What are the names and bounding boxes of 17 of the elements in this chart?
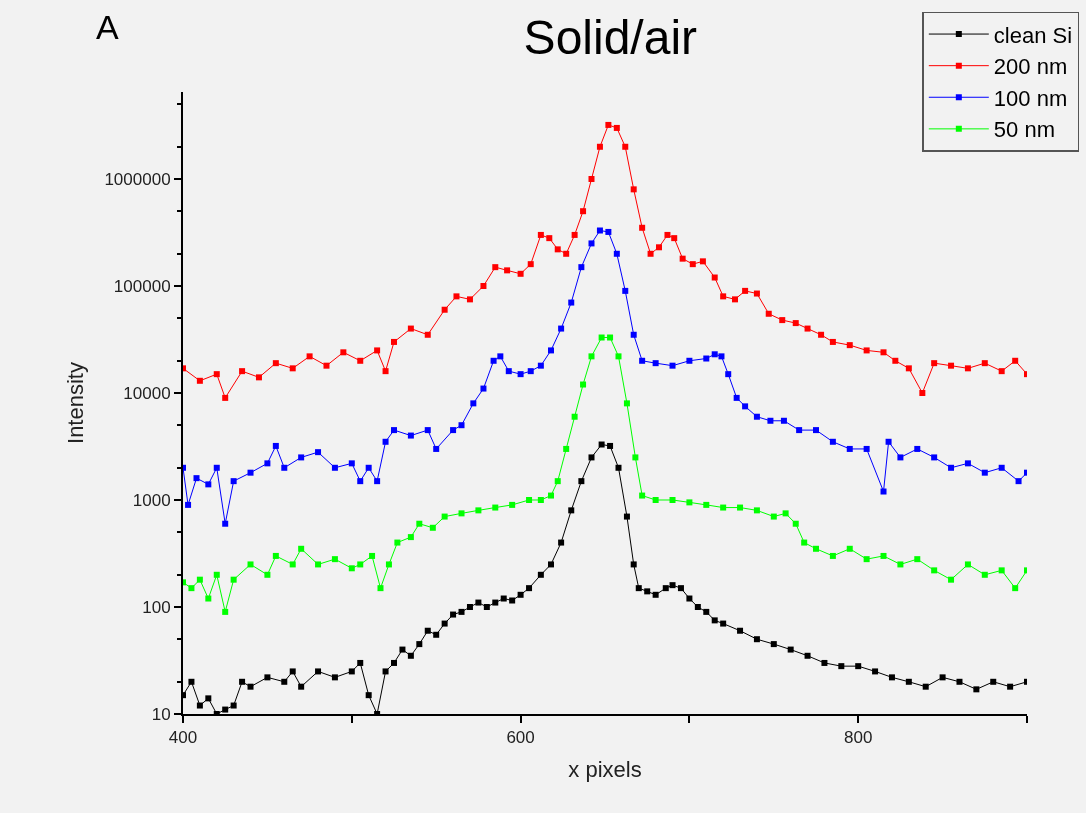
legend-label: 100 nm	[993, 85, 1068, 111]
y-tick-label: 100000	[113, 276, 171, 296]
y-tick-label: 1000	[132, 490, 171, 510]
text: A	[96, 8, 119, 46]
x-axis-title: x pixels	[568, 756, 642, 782]
y-axis-title: Intensity	[62, 362, 88, 444]
chart-title: Solid/air	[523, 10, 698, 64]
y-tick-label: 10000	[123, 383, 171, 403]
x-tick-label: 600	[506, 728, 535, 748]
y-tick-label: 1000000	[104, 169, 171, 189]
legend-label: clean Si	[993, 22, 1073, 48]
y-tick-label: 100	[142, 597, 171, 617]
x-tick-label: 800	[844, 728, 873, 748]
x-tick-label: 400	[168, 728, 198, 748]
legend-label: 200 nm	[993, 54, 1068, 80]
y-tick-label: 10	[151, 704, 171, 724]
legend-label: 50 nm	[993, 117, 1055, 143]
